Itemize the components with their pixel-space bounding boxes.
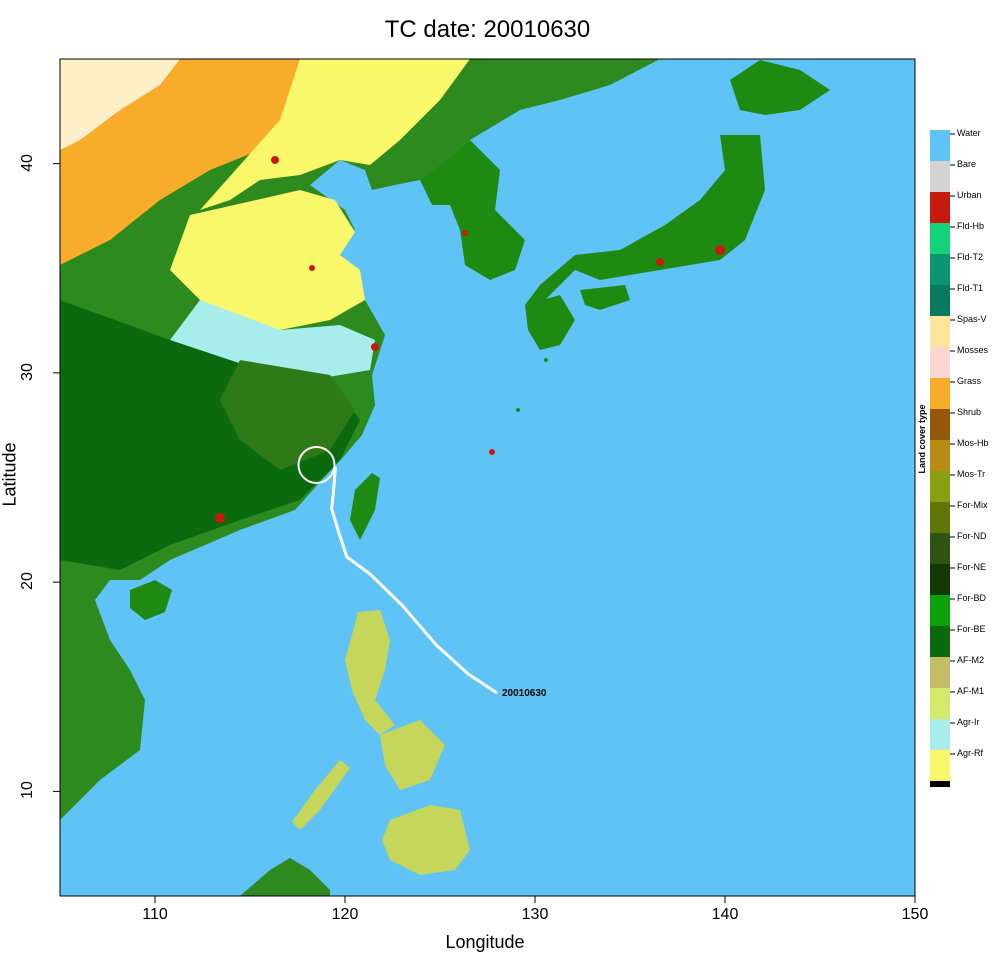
land-taiwan xyxy=(350,473,380,540)
legend-swatch xyxy=(930,285,950,316)
x-tick-label: 140 xyxy=(711,906,739,923)
land-northern-grassland xyxy=(60,59,340,265)
urban-spot xyxy=(309,265,315,271)
legend-swatch xyxy=(930,471,950,502)
legend-swatch xyxy=(930,533,950,564)
legend-label: For-BE xyxy=(957,624,986,634)
land-shikoku xyxy=(580,285,630,310)
legend-swatch xyxy=(930,719,950,750)
land-small-island xyxy=(516,408,520,412)
legend-label: Bare xyxy=(957,159,977,169)
legend-label: For-BD xyxy=(957,593,986,603)
axis-ticks xyxy=(53,163,916,903)
legend-swatch-end xyxy=(930,781,950,787)
legend-label: Mosses xyxy=(957,345,989,355)
urban-spot xyxy=(715,245,725,255)
land-south-forest-mix xyxy=(220,360,355,470)
legend-swatch xyxy=(930,378,950,409)
legend-label: For-ND xyxy=(957,531,987,541)
land-north-china-plain xyxy=(170,190,365,330)
urban-spot xyxy=(656,258,664,266)
x-axis-label: Longitude xyxy=(445,932,525,952)
legend-label: Mos-Hb xyxy=(957,438,989,448)
legend-swatch xyxy=(930,161,950,192)
land-hainan xyxy=(130,580,172,620)
x-tick-label: 150 xyxy=(901,906,929,923)
legend-label: AF-M2 xyxy=(957,655,984,665)
typhoon-track-layer xyxy=(297,445,498,695)
land-yangtze-irrigated xyxy=(170,300,375,380)
plot-frame xyxy=(59,58,916,897)
legend-label: Agr-Rf xyxy=(957,748,984,758)
y-axis-label: Latitude xyxy=(0,442,20,507)
urban-spot xyxy=(271,156,279,164)
typhoon-track-line xyxy=(330,466,498,695)
land-hokkaido xyxy=(730,60,830,115)
legend-swatch xyxy=(930,347,950,378)
legend-label: Grass xyxy=(957,376,982,386)
legend-swatch xyxy=(930,440,950,471)
legend-title: Land cover type xyxy=(917,404,927,474)
land-luzon xyxy=(345,610,395,735)
land-mindanao xyxy=(382,805,470,875)
land-okinawa xyxy=(489,449,495,455)
legend-swatch xyxy=(930,657,950,688)
land-small-island xyxy=(544,358,548,362)
legend-label: Fld-Hb xyxy=(957,221,985,231)
legend-label: Shrub xyxy=(957,407,982,417)
legend-label: Mos-Tr xyxy=(957,469,986,479)
y-tick-label: 20 xyxy=(19,572,36,591)
land-north-cropland xyxy=(200,59,470,210)
land-palawan xyxy=(292,760,350,830)
land-borneo xyxy=(240,858,330,896)
y-tick-label: 30 xyxy=(19,362,36,381)
land-northern-bare xyxy=(60,59,180,150)
storm-center-circle xyxy=(297,445,336,484)
urban-spot xyxy=(215,513,225,523)
legend-swatch xyxy=(930,192,950,223)
legend-swatch xyxy=(930,130,950,161)
legend-swatch xyxy=(930,223,950,254)
legend-label: For-Mix xyxy=(957,500,988,510)
track-date-label: 20010630 xyxy=(502,688,547,699)
legend-label: Water xyxy=(957,128,981,138)
y-tick-label: 10 xyxy=(19,781,36,800)
urban-spot xyxy=(371,343,379,351)
x-tick-label: 130 xyxy=(521,906,549,923)
legend-label: Urban xyxy=(957,190,982,200)
y-tick-label: 40 xyxy=(19,153,36,172)
legend-swatch xyxy=(930,626,950,657)
chart-title: TC date: 20010630 xyxy=(384,16,591,43)
legend-label: For-NE xyxy=(957,562,986,572)
legend-swatch xyxy=(930,502,950,533)
land-korea xyxy=(420,140,525,280)
land-visayas xyxy=(380,720,445,790)
land-south-forest xyxy=(60,300,360,570)
legend-label: Fld-T2 xyxy=(957,252,984,262)
legend-colorbar xyxy=(930,130,955,787)
legend-swatch xyxy=(930,409,950,440)
land-honshu xyxy=(525,135,765,305)
legend-swatch xyxy=(930,688,950,719)
x-tick-label: 120 xyxy=(331,906,359,923)
legend-swatch xyxy=(930,564,950,595)
legend-label: Spas-V xyxy=(957,314,987,324)
legend-swatch xyxy=(930,316,950,347)
legend-swatch xyxy=(930,254,950,285)
urban-spot xyxy=(462,230,468,236)
legend-swatch xyxy=(930,595,950,626)
legend-label: Agr-Ir xyxy=(957,717,980,727)
x-tick-label: 110 xyxy=(142,906,168,923)
legend-label: Fld-T1 xyxy=(957,283,984,293)
legend-swatch xyxy=(930,750,950,781)
legend-label: AF-M1 xyxy=(957,686,984,696)
land-kyushu xyxy=(525,295,575,350)
